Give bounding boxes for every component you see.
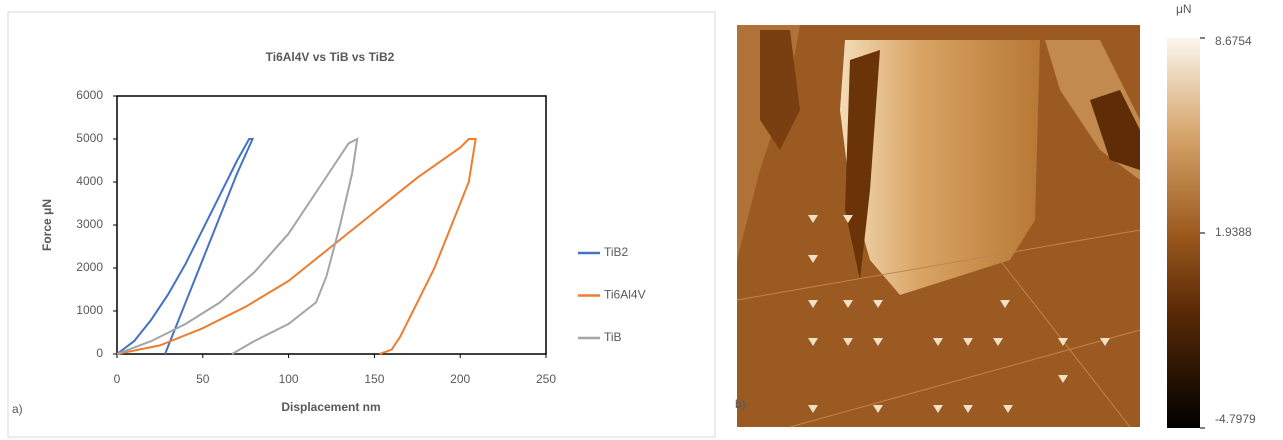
y-tick-label: 5000 [76, 131, 103, 145]
colorbar-tick-label: -4.7979 [1215, 412, 1256, 426]
legend-label: Ti6Al4V [604, 288, 646, 302]
y-tick-label: 2000 [76, 260, 103, 274]
y-axis-label: Force μN [40, 199, 54, 251]
x-tick-label: 200 [450, 372, 470, 386]
panel-label: a) [12, 402, 23, 416]
series-line [116, 138, 255, 355]
afm-image [736, 25, 1141, 428]
panel-label: b) [735, 397, 746, 411]
y-tick-label: 1000 [76, 303, 103, 317]
series-line [116, 138, 477, 355]
legend-label: TiB2 [604, 245, 629, 259]
colorbar [1167, 38, 1200, 428]
colorbar-unit: μN [1176, 2, 1192, 16]
y-tick-label: 3000 [76, 217, 103, 231]
series-line [116, 137, 359, 355]
x-tick-label: 0 [114, 372, 121, 386]
y-tick-label: 6000 [76, 88, 103, 102]
x-tick-label: 50 [196, 372, 210, 386]
x-axis-label: Displacement nm [281, 400, 380, 414]
legend-label: TiB [604, 330, 622, 344]
x-tick-label: 100 [279, 372, 299, 386]
plot-area [116, 95, 547, 355]
x-tick-label: 150 [364, 372, 384, 386]
y-tick-label: 4000 [76, 174, 103, 188]
chart-frame [7, 11, 716, 438]
y-tick-label: 0 [96, 346, 103, 360]
chart-title: Ti6Al4V vs TiB vs TiB2 [266, 50, 395, 64]
colorbar-tick-label: 1.9388 [1215, 225, 1252, 239]
colorbar-tick-label: 8.6754 [1215, 34, 1252, 48]
x-tick-label: 250 [536, 372, 556, 386]
